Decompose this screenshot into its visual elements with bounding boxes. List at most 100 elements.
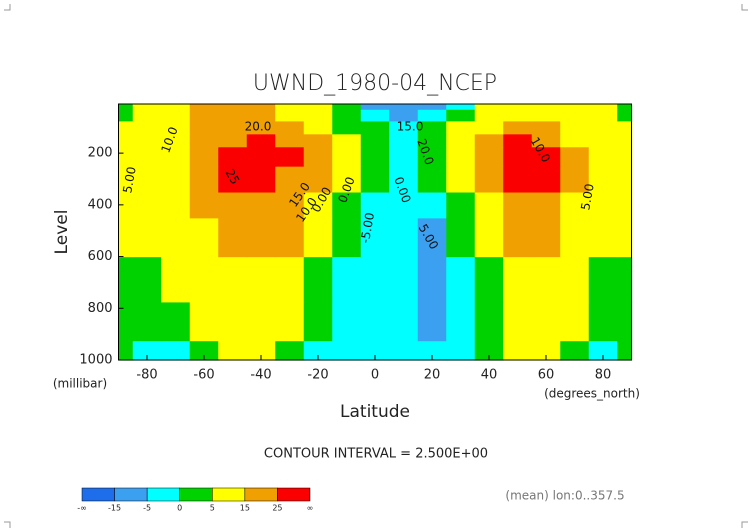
- field-cell: [531, 301, 561, 342]
- field-cell: [417, 340, 447, 361]
- field-cell: [474, 301, 504, 342]
- field-cell: [503, 109, 533, 122]
- field-cell: [275, 104, 305, 110]
- field-cell: [360, 109, 390, 122]
- footer-note: (mean) lon:0..357.5: [505, 489, 624, 503]
- contour-label: -5.00: [358, 211, 377, 244]
- field-cell: [132, 133, 162, 148]
- field-cell: [503, 104, 533, 110]
- field-cell: [332, 146, 362, 167]
- field-cell: [417, 191, 447, 219]
- field-cell: [417, 120, 447, 135]
- field-cell: [446, 217, 476, 258]
- field-cell: [446, 340, 476, 361]
- x-tick-label: -60: [193, 368, 214, 383]
- field-cell: [132, 217, 162, 258]
- field-cell: [531, 104, 561, 110]
- field-cell: [189, 109, 219, 122]
- field-cell: [446, 104, 476, 110]
- field-cell: [275, 109, 305, 122]
- field-cell: [560, 109, 590, 122]
- field-cell: [560, 133, 590, 148]
- colorbar-label: 0: [177, 504, 182, 513]
- field-cell: [560, 191, 590, 219]
- field-cell: [132, 120, 162, 135]
- field-cell: [560, 104, 590, 110]
- field-cell: [474, 166, 504, 193]
- field-cell: [118, 120, 134, 135]
- corner-marks: [4, 4, 748, 528]
- field-cell: [118, 133, 134, 148]
- field-cell: [246, 104, 276, 110]
- contour-label: 25: [223, 167, 243, 187]
- field-cell: [218, 191, 248, 219]
- y-axis-label: Level: [52, 210, 72, 255]
- field-cell: [246, 133, 276, 148]
- field-cell: [161, 146, 191, 167]
- field-cell: [161, 133, 191, 148]
- field-cell: [360, 301, 390, 342]
- x-tick-label: -40: [250, 368, 271, 383]
- y-tick-label: 400: [88, 197, 113, 212]
- field-cell: [275, 256, 305, 303]
- field-cell: [303, 109, 333, 122]
- field-cell: [531, 340, 561, 361]
- field-cell: [360, 217, 390, 258]
- field-cell: [389, 217, 419, 258]
- field-cell: [389, 166, 419, 193]
- field-cell: [474, 217, 504, 258]
- colorbar-swatch: [81, 487, 115, 502]
- contour-label: 5.00: [120, 166, 138, 195]
- field-cell: [588, 256, 618, 303]
- field-cell: [189, 217, 219, 258]
- field-cell: [303, 217, 333, 258]
- field-cell: [218, 120, 248, 135]
- y-tick-label: 600: [88, 249, 113, 264]
- field-cell: [446, 256, 476, 303]
- field-cell: [246, 191, 276, 219]
- field-cell: [189, 120, 219, 135]
- field-cell: [617, 340, 633, 361]
- field-cell: [246, 146, 276, 167]
- field-cell: [560, 340, 590, 361]
- field-cell: [503, 120, 533, 135]
- field-cell: [303, 166, 333, 193]
- field-cell: [246, 256, 276, 303]
- colorbar-label: 15: [240, 504, 250, 513]
- field-cell: [389, 133, 419, 148]
- field-cell: [617, 104, 633, 110]
- field-cell: [531, 256, 561, 303]
- field-cell: [560, 256, 590, 303]
- field-cell: [189, 104, 219, 110]
- field-cell: [118, 104, 134, 110]
- colorbar-swatch: [244, 487, 278, 502]
- x-tick-label: 20: [424, 368, 441, 383]
- field-cell: [588, 133, 618, 148]
- field-cell: [617, 133, 633, 148]
- field-cell: [389, 146, 419, 167]
- field-cell: [617, 256, 633, 303]
- field-cell: [189, 146, 219, 167]
- field-cell: [275, 133, 305, 148]
- x-tick-label: 40: [481, 368, 498, 383]
- field-cell: [503, 146, 533, 167]
- field-cell: [332, 133, 362, 148]
- field-cell: [503, 301, 533, 342]
- field-cell: [118, 301, 134, 342]
- field-cell: [588, 301, 618, 342]
- field-cell: [118, 191, 134, 219]
- field-cell: [132, 109, 162, 122]
- field-cell: [474, 146, 504, 167]
- field-cell: [474, 109, 504, 122]
- field-cell: [588, 166, 618, 193]
- field-cell: [360, 104, 390, 110]
- field-cell: [332, 120, 362, 135]
- field-cell: [617, 217, 633, 258]
- field-cell: [360, 256, 390, 303]
- field-cell: [189, 301, 219, 342]
- field-cell: [417, 256, 447, 303]
- field-cell: [531, 191, 561, 219]
- field-cell: [474, 256, 504, 303]
- field-cell: [303, 191, 333, 219]
- field-cell: [275, 340, 305, 361]
